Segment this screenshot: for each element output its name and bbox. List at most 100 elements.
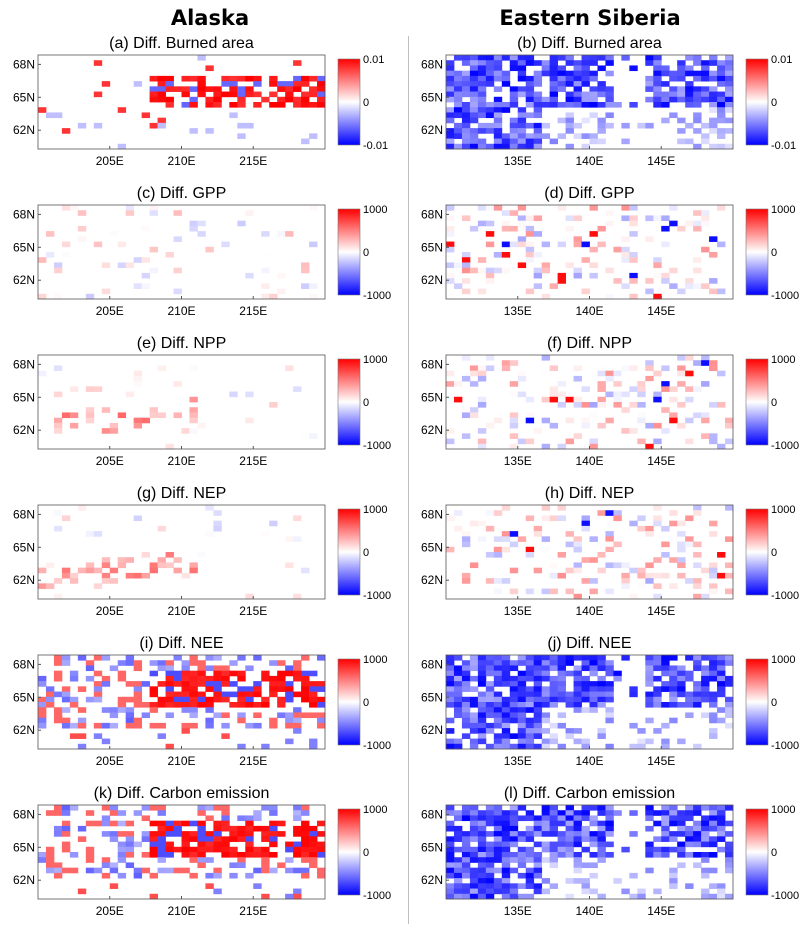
heatmap-cell	[149, 722, 158, 729]
heatmap-cell	[557, 852, 566, 858]
heatmap-cell	[493, 578, 503, 584]
heatmap-cell	[469, 70, 479, 77]
heatmap-cell	[709, 852, 718, 858]
heatmap-cell	[69, 412, 79, 419]
heatmap-cell	[693, 862, 702, 869]
heatmap-cell	[613, 541, 622, 548]
heatmap-cell	[533, 107, 543, 113]
heatmap-cell	[589, 138, 598, 145]
heatmap-cell	[573, 65, 582, 72]
heatmap-cell	[725, 562, 734, 569]
heatmap-cell	[533, 696, 543, 703]
heatmap-cell	[517, 846, 527, 853]
heatmap-cell	[557, 272, 566, 279]
heatmap-cell	[245, 722, 254, 729]
heatmap-cell	[189, 857, 198, 863]
heatmap-cell	[525, 702, 535, 708]
heatmap-cell	[469, 857, 479, 863]
heatmap-cell	[597, 122, 606, 129]
heatmap-cell	[653, 505, 662, 511]
heatmap-cell	[493, 733, 503, 739]
heatmap-cell	[77, 722, 87, 729]
heatmap-cell	[717, 831, 726, 837]
heatmap-cell	[589, 665, 598, 672]
heatmap-cell	[461, 355, 471, 361]
heatmap-cell	[101, 738, 111, 745]
heatmap-cell	[605, 112, 614, 119]
heatmap-cell	[541, 536, 551, 542]
heatmap-cell	[245, 820, 254, 827]
heatmap-cell	[669, 691, 678, 698]
heatmap-cell	[549, 733, 559, 739]
heatmap-cell	[709, 531, 718, 537]
heatmap-cell	[61, 241, 71, 248]
heatmap-cell	[317, 831, 326, 837]
heatmap-cell	[605, 831, 614, 837]
heatmap-cell	[693, 743, 702, 750]
heatmap-cell	[157, 846, 166, 853]
heatmap-cell	[541, 267, 551, 274]
y-tick-label: 62N	[421, 873, 443, 887]
heatmap-cell	[261, 743, 270, 750]
heatmap-cell	[301, 138, 310, 145]
heatmap-cell	[53, 825, 63, 832]
heatmap-cell	[605, 55, 614, 61]
heatmap-cell	[157, 820, 166, 827]
heatmap-cell	[501, 70, 511, 77]
heatmap-cell	[493, 820, 503, 827]
heatmap-cell	[117, 143, 127, 150]
heatmap-cell	[597, 365, 606, 372]
heatmap-cell	[261, 675, 270, 682]
heatmap-cell	[149, 91, 158, 98]
heatmap-cell	[509, 60, 519, 66]
heatmap-cell	[477, 733, 487, 739]
heatmap-cell	[133, 381, 143, 387]
heatmap-cell	[685, 283, 694, 289]
heatmap-cell	[45, 583, 55, 589]
colorbar-tick-label: -1000	[771, 590, 799, 602]
heatmap-cell	[605, 660, 614, 666]
heatmap-cell	[453, 70, 463, 77]
heatmap-cell	[517, 370, 527, 377]
y-tick-label: 68N	[13, 807, 35, 821]
heatmap-cell	[525, 825, 535, 832]
heatmap-cell	[549, 805, 559, 811]
heatmap-cell	[461, 138, 471, 145]
heatmap-cell	[149, 205, 158, 211]
heatmap-cell	[469, 831, 479, 837]
x-tick-label: 140E	[575, 904, 603, 918]
heatmap-cell	[317, 712, 326, 719]
x-tick-label: 140E	[575, 154, 603, 168]
heatmap-cell	[525, 878, 535, 884]
heatmap-cell	[461, 836, 471, 842]
heatmap-cell	[493, 696, 503, 703]
heatmap-cell	[45, 231, 55, 237]
heatmap-cell	[685, 370, 694, 377]
heatmap-cell	[701, 122, 710, 129]
heatmap-cell	[693, 852, 702, 858]
heatmap-cell	[253, 75, 262, 82]
heatmap-cell	[173, 288, 182, 295]
heatmap-cell	[221, 75, 230, 82]
heatmap-cell	[125, 717, 135, 724]
heatmap-cell	[485, 355, 495, 361]
heatmap-cell	[517, 831, 527, 837]
heatmap-cell	[85, 567, 95, 574]
heatmap-cell	[453, 112, 463, 119]
heatmap-cell	[493, 846, 503, 853]
heatmap-cell	[613, 810, 622, 816]
heatmap-cell	[485, 743, 495, 750]
heatmap-cell	[317, 102, 326, 108]
heatmap-cell	[493, 707, 503, 713]
heatmap-cell	[301, 262, 310, 269]
heatmap-cell	[693, 541, 702, 548]
heatmap-cell	[245, 665, 254, 672]
heatmap-cell	[669, 815, 678, 822]
heatmap-cell	[53, 293, 63, 300]
heatmap-cell	[573, 878, 582, 884]
heatmap-cell	[717, 836, 726, 842]
heatmap-cell	[525, 288, 535, 295]
heatmap-cell	[309, 836, 318, 842]
heatmap-cell	[293, 670, 302, 677]
